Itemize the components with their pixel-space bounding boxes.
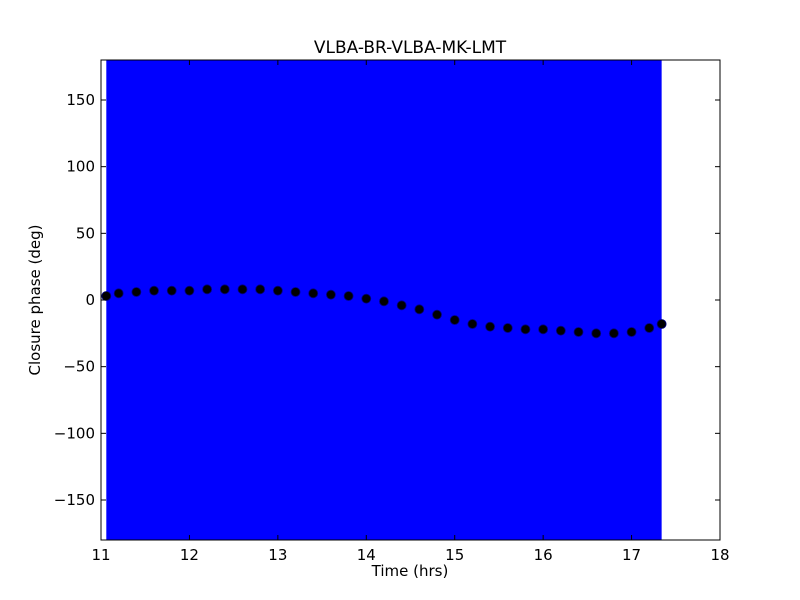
data-point (255, 284, 266, 295)
y-tick-label: 0 (85, 291, 95, 309)
data-point (414, 304, 425, 315)
data-point (237, 284, 248, 295)
data-point (272, 285, 283, 296)
data-point (131, 287, 142, 297)
x-axis-label: Time (hrs) (371, 562, 449, 580)
data-point (520, 324, 531, 335)
chart-title: VLBA-BR-VLBA-MK-LMT (314, 38, 507, 58)
data-point (467, 319, 478, 329)
data-point (379, 296, 389, 307)
data-point (502, 323, 513, 333)
data-point (290, 287, 301, 297)
data-point (538, 324, 549, 335)
data-point (591, 328, 602, 339)
y-tick-label: −50 (63, 358, 95, 376)
x-tick-label: 12 (180, 546, 199, 564)
data-point (326, 289, 336, 300)
data-point (343, 291, 354, 301)
y-tick-label: 150 (66, 91, 95, 109)
x-tick-label: 14 (357, 546, 376, 564)
x-tick-label: 16 (534, 546, 553, 564)
data-point (166, 285, 177, 296)
data-point (555, 325, 566, 336)
y-axis-label: Closure phase (deg) (26, 225, 44, 376)
x-tick-label: 13 (268, 546, 287, 564)
x-tick-label: 17 (622, 546, 641, 564)
y-tick-label: −100 (54, 424, 95, 442)
y-tick-label: −150 (54, 491, 95, 509)
plot-area: 11 12 13 14 15 16 17 18 −150 −100 −50 0 50 100 150 (54, 59, 730, 564)
data-point (573, 327, 584, 337)
x-tick-label: 18 (710, 546, 729, 564)
data-point (485, 321, 495, 332)
data-point (308, 288, 319, 299)
data-point (396, 300, 407, 311)
data-point (432, 309, 442, 320)
data-point (149, 285, 159, 296)
data-point (202, 284, 213, 295)
data-point (644, 323, 655, 333)
data-point (361, 293, 372, 304)
x-tick-label: 11 (91, 546, 110, 564)
data-point (626, 327, 637, 337)
data-point (449, 315, 460, 325)
data-point (656, 319, 667, 329)
data-point (219, 284, 230, 295)
data-point (101, 291, 112, 301)
data-point (113, 288, 124, 299)
data-point (608, 328, 619, 339)
y-tick-label: 100 (66, 158, 95, 176)
data-point (184, 285, 195, 296)
x-tick-label: 15 (445, 546, 464, 564)
y-tick-label: 50 (76, 224, 95, 242)
